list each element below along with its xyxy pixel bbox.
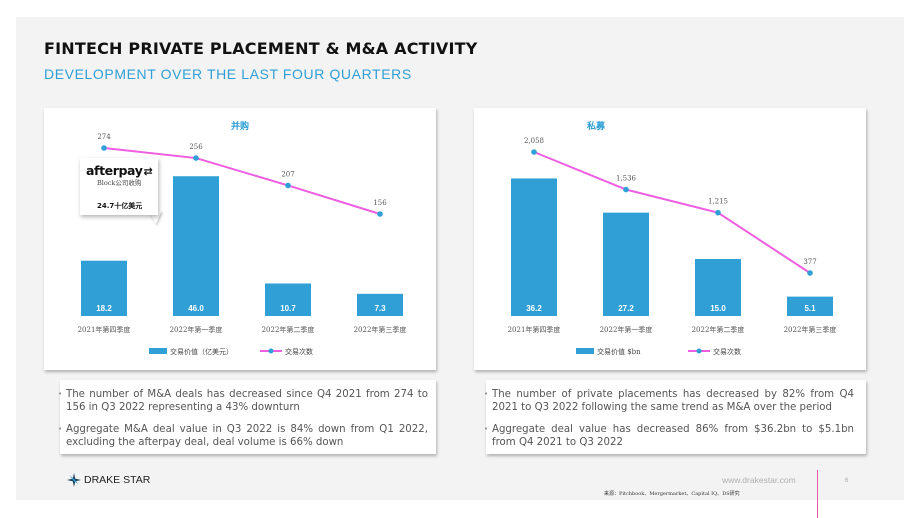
legend-line-label: 交易次数	[285, 347, 313, 356]
line-marker	[377, 211, 383, 217]
line-marker	[531, 149, 537, 155]
page-subtitle: DEVELOPMENT OVER THE LAST FOUR QUARTERS	[44, 66, 412, 82]
count-label: 207	[281, 170, 294, 178]
ma-note-1-text: The number of M&A deals has decreased si…	[66, 389, 428, 413]
bar-value-label: 36.2	[526, 304, 542, 313]
count-label: 377	[803, 258, 816, 266]
afterpay-logo-text: afterpay	[86, 163, 143, 178]
legend-line-marker	[696, 348, 702, 354]
category-label: 2022年第三季度	[784, 325, 837, 334]
count-label: 1,536	[616, 175, 637, 183]
count-label: 256	[189, 143, 203, 151]
drake-star-logo: DRAKE STAR	[67, 473, 150, 487]
pp-note-2-text: Aggregate deal value has decreased 86% f…	[492, 424, 854, 448]
count-label: 2,058	[524, 137, 544, 145]
count-label: 156	[373, 199, 387, 207]
count-label: 1,215	[708, 198, 728, 206]
ma-notes: • The number of M&A deals has decreased s…	[58, 380, 436, 454]
afterpay-arrows-icon: ⇄	[143, 165, 153, 178]
ma-chart-panel: 并购 18.2 2021年第四季度 46.0 2022年第一季度 10.7 2022年第二季…	[44, 108, 436, 370]
afterpay-logo: afterpay⇄	[86, 163, 153, 178]
pp-notes: • The number of private placements has de…	[484, 380, 866, 454]
bar	[603, 212, 649, 316]
bar	[173, 176, 219, 316]
divider-line	[817, 470, 818, 518]
chart-title: 私募	[586, 120, 606, 132]
count-line	[103, 147, 381, 215]
pp-chart-panel: 私募 36.2 2021年第四季度 27.2 2022年第一季度 15.0 2022年第二季…	[474, 108, 866, 370]
bullet-icon: •	[58, 390, 63, 398]
legend-line-marker	[268, 348, 274, 354]
ma-note-2: • Aggregate M&A deal value in Q3 2022 is …	[58, 423, 428, 449]
line-marker	[101, 145, 107, 151]
category-label: 2021年第四季度	[508, 325, 561, 334]
legend-line-label: 交易次数	[713, 347, 741, 356]
afterpay-value: 24.7十亿美元	[97, 202, 143, 210]
category-label: 2021年第四季度	[78, 325, 131, 334]
pp-note-1: • The number of private placements has de…	[484, 388, 854, 414]
ma-note-1: • The number of M&A deals has decreased s…	[58, 388, 428, 414]
afterpay-callout: afterpay⇄ Block公司收购 24.7十亿美元	[80, 158, 158, 215]
page-number: 6	[845, 478, 849, 484]
bar-value-label: 27.2	[618, 304, 634, 313]
bar-value-label: 10.7	[280, 304, 296, 313]
legend-bar-swatch	[576, 348, 594, 354]
website-link[interactable]: www.drakestar.com	[722, 475, 796, 485]
count-label: 274	[97, 133, 111, 141]
bar	[695, 259, 741, 316]
bullet-icon: •	[58, 425, 63, 433]
category-label: 2022年第二季度	[262, 325, 315, 334]
page-title: FINTECH PRIVATE PLACEMENT & M&A ACTIVITY	[44, 39, 478, 58]
line-marker	[807, 270, 813, 276]
ma-chart: 并购 18.2 2021年第四季度 46.0 2022年第一季度 10.7 2022年第二季…	[78, 120, 407, 356]
legend-bar-label: 交易价值（亿美元）	[170, 347, 233, 356]
line-marker	[193, 155, 199, 161]
bar-value-label: 15.0	[710, 304, 726, 313]
bar-value-label: 5.1	[804, 304, 816, 313]
bullet-icon: •	[484, 425, 489, 433]
bar	[511, 178, 557, 316]
bar	[787, 296, 833, 316]
chart-title: 并购	[231, 120, 249, 132]
pp-note-1-text: The number of private placements has dec…	[492, 389, 854, 413]
line-marker	[285, 182, 291, 189]
source-note: 来源：Pitchbook、Mergermarket、Capital IQ、DS研…	[604, 491, 740, 497]
star-icon	[67, 473, 81, 487]
bar	[357, 293, 403, 316]
category-label: 2022年第三季度	[354, 325, 407, 334]
afterpay-note: Block公司收购	[97, 179, 142, 187]
bar-value-label: 7.3	[374, 304, 386, 313]
category-label: 2022年第一季度	[170, 325, 223, 334]
bar	[265, 283, 311, 316]
pp-note-2: • Aggregate deal value has decreased 86% …	[484, 423, 854, 449]
bar-value-label: 46.0	[188, 304, 204, 313]
legend-bar-swatch	[149, 348, 167, 354]
bullet-icon: •	[484, 390, 489, 398]
count-line	[533, 151, 811, 274]
bar-value-label: 18.2	[96, 304, 112, 313]
category-label: 2022年第一季度	[600, 325, 653, 334]
legend-bar-label: 交易价值 $bn	[597, 347, 641, 356]
pp-chart: 私募 36.2 2021年第四季度 27.2 2022年第一季度 15.0 2022年第二季…	[508, 120, 837, 356]
ma-note-2-text: Aggregate M&A deal value in Q3 2022 is 8…	[66, 424, 428, 448]
logo-text: DRAKE STAR	[84, 474, 151, 486]
category-label: 2022年第二季度	[692, 325, 745, 334]
line-marker	[623, 186, 629, 193]
bar	[81, 260, 127, 316]
line-marker	[715, 209, 721, 216]
